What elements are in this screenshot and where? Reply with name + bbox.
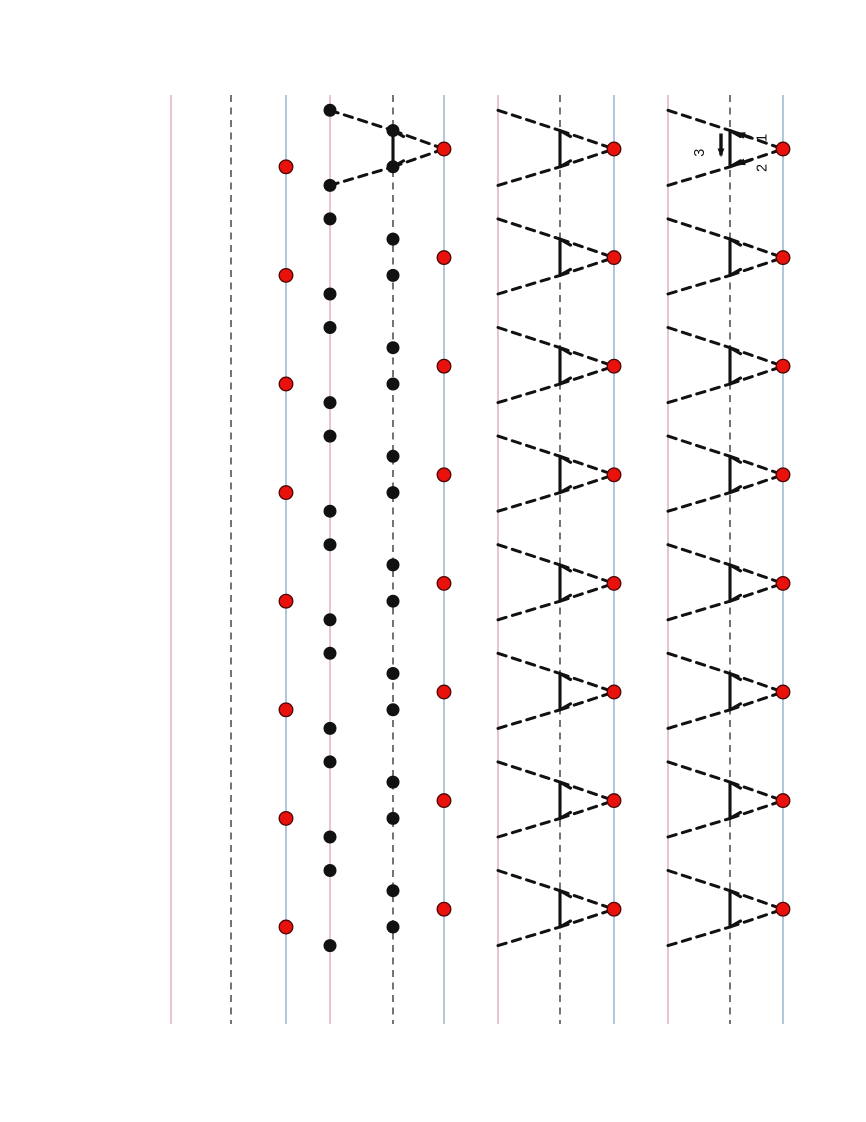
svg-text:1: 1 (755, 134, 771, 142)
svg-text:3: 3 (692, 149, 708, 157)
svg-text:2: 2 (755, 164, 771, 172)
